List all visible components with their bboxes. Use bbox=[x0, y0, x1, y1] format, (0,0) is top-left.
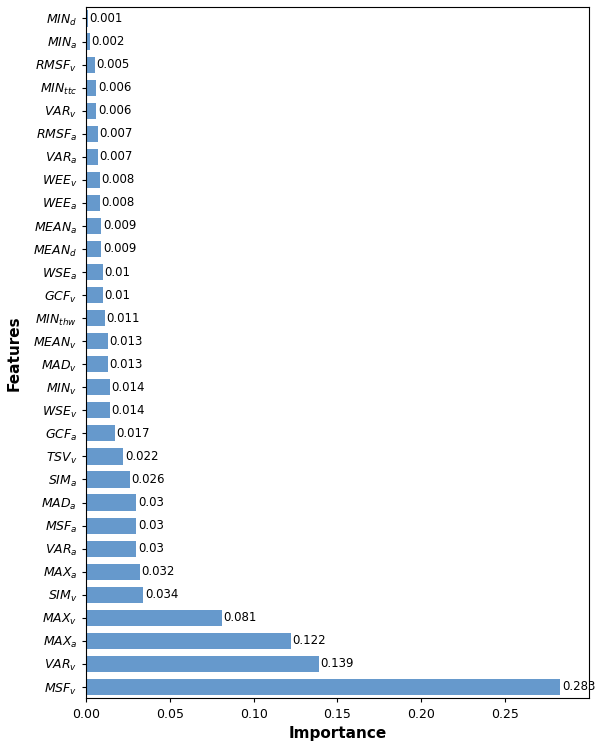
Text: 0.011: 0.011 bbox=[106, 312, 140, 325]
Text: 0.006: 0.006 bbox=[98, 81, 131, 94]
Bar bbox=[86, 264, 103, 280]
Text: 0.002: 0.002 bbox=[91, 35, 124, 48]
Bar bbox=[86, 679, 560, 695]
Text: 0.026: 0.026 bbox=[132, 473, 165, 486]
Bar bbox=[86, 656, 319, 672]
Text: 0.009: 0.009 bbox=[103, 242, 137, 256]
Text: 0.017: 0.017 bbox=[117, 427, 150, 440]
Bar bbox=[86, 333, 108, 349]
Bar bbox=[86, 194, 100, 211]
Bar bbox=[86, 379, 110, 396]
Bar bbox=[86, 241, 101, 257]
Bar bbox=[86, 10, 88, 26]
Bar bbox=[86, 102, 96, 119]
Text: 0.007: 0.007 bbox=[100, 150, 133, 163]
Bar bbox=[86, 494, 137, 511]
Bar bbox=[86, 126, 98, 142]
Text: 0.013: 0.013 bbox=[110, 334, 143, 348]
Bar bbox=[86, 310, 104, 326]
Bar bbox=[86, 586, 143, 603]
Bar bbox=[86, 633, 291, 649]
Text: 0.032: 0.032 bbox=[141, 565, 175, 578]
Text: 0.122: 0.122 bbox=[292, 634, 326, 647]
Text: 0.008: 0.008 bbox=[101, 197, 135, 209]
Y-axis label: Features: Features bbox=[7, 315, 22, 390]
Text: 0.139: 0.139 bbox=[321, 657, 354, 670]
Bar bbox=[86, 541, 137, 557]
Text: 0.001: 0.001 bbox=[89, 12, 123, 25]
Bar bbox=[86, 402, 110, 418]
Text: 0.01: 0.01 bbox=[104, 289, 130, 301]
Bar bbox=[86, 149, 98, 165]
Text: 0.01: 0.01 bbox=[104, 266, 130, 278]
Bar bbox=[86, 448, 123, 465]
X-axis label: Importance: Importance bbox=[288, 726, 387, 741]
Text: 0.283: 0.283 bbox=[562, 681, 595, 693]
Text: 0.034: 0.034 bbox=[145, 588, 178, 601]
Bar bbox=[86, 34, 89, 49]
Text: 0.03: 0.03 bbox=[138, 496, 164, 509]
Bar bbox=[86, 79, 96, 96]
Text: 0.03: 0.03 bbox=[138, 542, 164, 555]
Bar bbox=[86, 564, 140, 580]
Bar bbox=[86, 356, 108, 373]
Text: 0.005: 0.005 bbox=[96, 58, 130, 71]
Bar bbox=[86, 172, 100, 188]
Text: 0.014: 0.014 bbox=[111, 404, 145, 417]
Bar bbox=[86, 218, 101, 234]
Bar bbox=[86, 610, 222, 626]
Bar bbox=[86, 471, 130, 488]
Text: 0.008: 0.008 bbox=[101, 174, 135, 186]
Text: 0.081: 0.081 bbox=[223, 611, 257, 625]
Bar bbox=[86, 426, 115, 441]
Bar bbox=[86, 518, 137, 533]
Text: 0.007: 0.007 bbox=[100, 127, 133, 140]
Bar bbox=[86, 57, 95, 73]
Text: 0.006: 0.006 bbox=[98, 104, 131, 117]
Text: 0.009: 0.009 bbox=[103, 219, 137, 233]
Text: 0.022: 0.022 bbox=[125, 450, 158, 463]
Bar bbox=[86, 287, 103, 303]
Text: 0.03: 0.03 bbox=[138, 519, 164, 532]
Text: 0.014: 0.014 bbox=[111, 381, 145, 393]
Text: 0.013: 0.013 bbox=[110, 358, 143, 371]
